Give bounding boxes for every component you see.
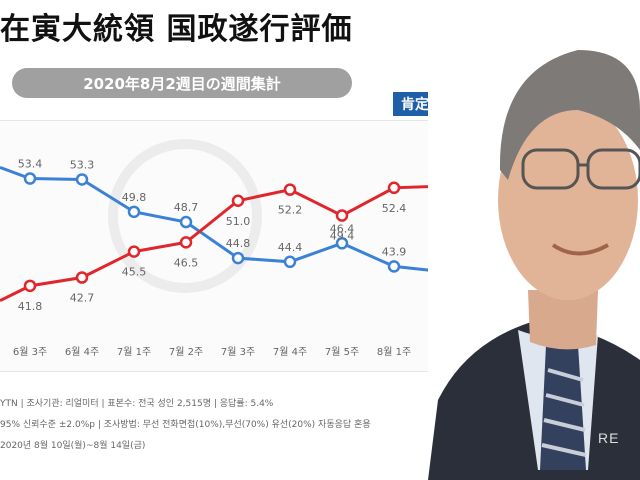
footer-line-date: 2020년 8월 10일(월)~8월 14일(금) bbox=[0, 441, 146, 451]
data-point-negative bbox=[335, 209, 349, 222]
subtitle-bar: 2020年8月2週目の週間集計 bbox=[12, 68, 352, 98]
x-tick-label: 8월 1주 bbox=[377, 346, 411, 358]
footer: YTN | 조사기관: 리얼미터 | 표본수: 전국 성인 2,515명 | 응… bbox=[0, 394, 470, 457]
x-tick-label: 7월 4주 bbox=[273, 346, 307, 358]
footer-line-survey: YTN | 조사기관: 리얼미터 | 표본수: 전국 성인 2,515명 | 응… bbox=[0, 399, 274, 409]
data-label-negative: 46.5 bbox=[174, 256, 199, 269]
data-label-positive: 53.3 bbox=[70, 158, 95, 171]
x-tick-label: 7월 5주 bbox=[325, 346, 359, 358]
data-label-negative: 52.2 bbox=[278, 204, 303, 217]
data-point-negative bbox=[75, 271, 89, 284]
x-tick-label: 6월 3주 bbox=[13, 346, 47, 358]
data-point-positive bbox=[179, 215, 193, 229]
data-point-negative bbox=[231, 194, 245, 207]
x-tick-label: 7월 3주 bbox=[221, 346, 255, 358]
data-label-negative: 49.4 bbox=[330, 230, 355, 243]
series-line-negative bbox=[0, 184, 447, 302]
series-line-positive bbox=[0, 166, 447, 274]
data-point-negative bbox=[283, 183, 297, 196]
watermark: RE bbox=[598, 430, 620, 446]
data-point-positive bbox=[283, 255, 297, 269]
data-label-negative: 51.0 bbox=[226, 215, 251, 228]
seal-watermark bbox=[108, 139, 262, 293]
x-tick-label: 7월 1주 bbox=[117, 346, 151, 358]
data-point-positive bbox=[23, 172, 37, 185]
data-point-positive bbox=[335, 237, 349, 250]
data-label-negative: 41.8 bbox=[18, 300, 43, 313]
data-point-positive bbox=[231, 251, 245, 265]
data-label-positive: 43.9 bbox=[382, 245, 407, 258]
data-label-positive: 48.7 bbox=[174, 201, 199, 214]
data-label-positive: 44.8 bbox=[226, 237, 251, 250]
data-label-positive: 53.4 bbox=[18, 158, 43, 171]
data-point-negative bbox=[387, 181, 401, 195]
chart-area: 53.453.349.848.744.844.446.443.943.341.8… bbox=[0, 120, 500, 372]
subtitle-text: 2020年8月2週目の週間集計 bbox=[83, 74, 281, 93]
data-label-negative: 45.5 bbox=[122, 266, 147, 279]
footer-line-method: 95% 신뢰수준 ±2.0%p | 조사방법: 무선 전화면접(10%),무선(… bbox=[0, 420, 371, 430]
data-point-positive bbox=[127, 205, 141, 219]
data-label-positive: 49.8 bbox=[122, 191, 147, 204]
x-tick-label: 7월 2주 bbox=[169, 346, 203, 358]
data-label-negative: 52.4 bbox=[382, 202, 407, 215]
data-point-positive bbox=[75, 173, 89, 186]
data-label-negative: 42.7 bbox=[70, 292, 95, 305]
data-label-positive: 44.4 bbox=[278, 241, 303, 254]
data-point-positive bbox=[387, 260, 401, 273]
data-point-negative bbox=[23, 279, 37, 293]
x-tick-label: 6월 4주 bbox=[65, 346, 99, 358]
line-chart: 53.453.349.848.744.844.446.443.943.341.8… bbox=[0, 139, 463, 358]
data-point-negative bbox=[179, 236, 193, 249]
data-point-negative bbox=[127, 245, 141, 258]
page-title: 在寅大統領 国政遂行評価 bbox=[0, 12, 353, 47]
data-label-positive: 46.4 bbox=[330, 222, 355, 235]
president-photo bbox=[428, 0, 640, 480]
